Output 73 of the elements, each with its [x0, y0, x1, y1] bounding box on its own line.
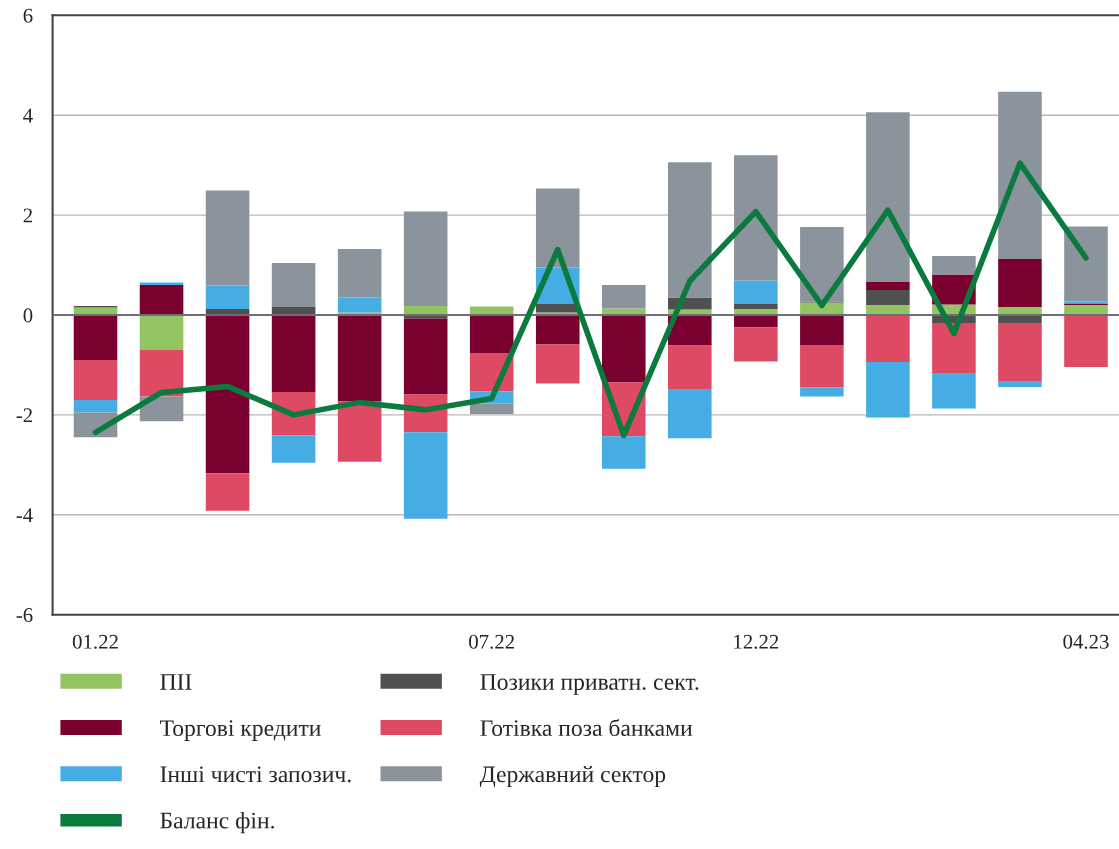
bar: [866, 361, 910, 418]
bar: [403, 318, 448, 395]
bar: [601, 314, 646, 383]
bar: [139, 396, 184, 422]
y-tick-label: -2: [16, 408, 32, 423]
legend-label: ПІІ: [160, 674, 192, 690]
bar: [800, 314, 844, 345]
bar: [271, 435, 316, 463]
bar: [998, 259, 1042, 307]
bar: [998, 91, 1042, 260]
bar: [535, 188, 580, 268]
bar: [403, 432, 448, 519]
legend-label: Готівка поза банками: [480, 718, 693, 737]
bar: [205, 285, 250, 309]
bar: [1064, 304, 1108, 315]
bar: [734, 303, 778, 309]
bar: [337, 249, 382, 298]
bar: [469, 314, 514, 353]
bar: [998, 322, 1042, 381]
bar: [601, 285, 646, 309]
bar: [337, 401, 382, 462]
x-tick-label: 12.22: [734, 634, 779, 649]
bar: [998, 380, 1042, 387]
y-tick-label: -6: [16, 608, 33, 623]
legend-label: Торгові кредити: [160, 720, 321, 741]
legend-label: Позики приватн. сект.: [480, 674, 699, 695]
x-tick-label: 01.22: [72, 634, 118, 649]
bar: [866, 112, 910, 283]
bar: [205, 314, 250, 474]
bar: [601, 436, 646, 469]
bar: [932, 256, 976, 275]
bar: [800, 344, 844, 388]
bar: [668, 388, 712, 439]
bar: [73, 314, 118, 360]
bar: [73, 359, 118, 400]
y-tick-label: 4: [23, 108, 33, 123]
bar: [205, 473, 250, 511]
bar: [866, 290, 910, 305]
bar: [337, 297, 382, 313]
bar: [139, 349, 184, 397]
bar: [403, 211, 448, 306]
bar: [337, 314, 382, 402]
y-tick-label: 6: [23, 8, 33, 23]
bar: [205, 190, 250, 286]
bar: [535, 344, 580, 384]
bar: [73, 399, 118, 413]
bar: [668, 162, 712, 298]
bar: [271, 314, 316, 392]
bar: [734, 155, 778, 281]
bar: [800, 387, 844, 397]
bar: [1064, 314, 1108, 367]
legend-label: Баланс фін.: [160, 811, 274, 834]
x-tick-label: 04.23: [1063, 634, 1109, 649]
x-tick-label: 07.22: [469, 634, 514, 649]
y-tick-label: -4: [16, 508, 33, 523]
y-tick-label: 0: [23, 308, 33, 323]
bar: [932, 322, 976, 373]
bar: [469, 403, 514, 414]
bar: [866, 282, 910, 290]
bar: [734, 280, 778, 304]
bar: [932, 372, 976, 409]
y-tick-label: 2: [23, 208, 32, 223]
bar: [734, 327, 778, 362]
bar: [535, 314, 580, 345]
legend-label: Державний сектор: [479, 765, 666, 788]
bar: [866, 314, 910, 362]
bar: [139, 285, 184, 315]
bar: [139, 314, 184, 350]
legend-label: Інші чисті запозич.: [160, 766, 351, 783]
bar: [866, 304, 910, 315]
bar: [271, 263, 316, 307]
bar: [668, 345, 712, 389]
bar: [1064, 226, 1108, 302]
